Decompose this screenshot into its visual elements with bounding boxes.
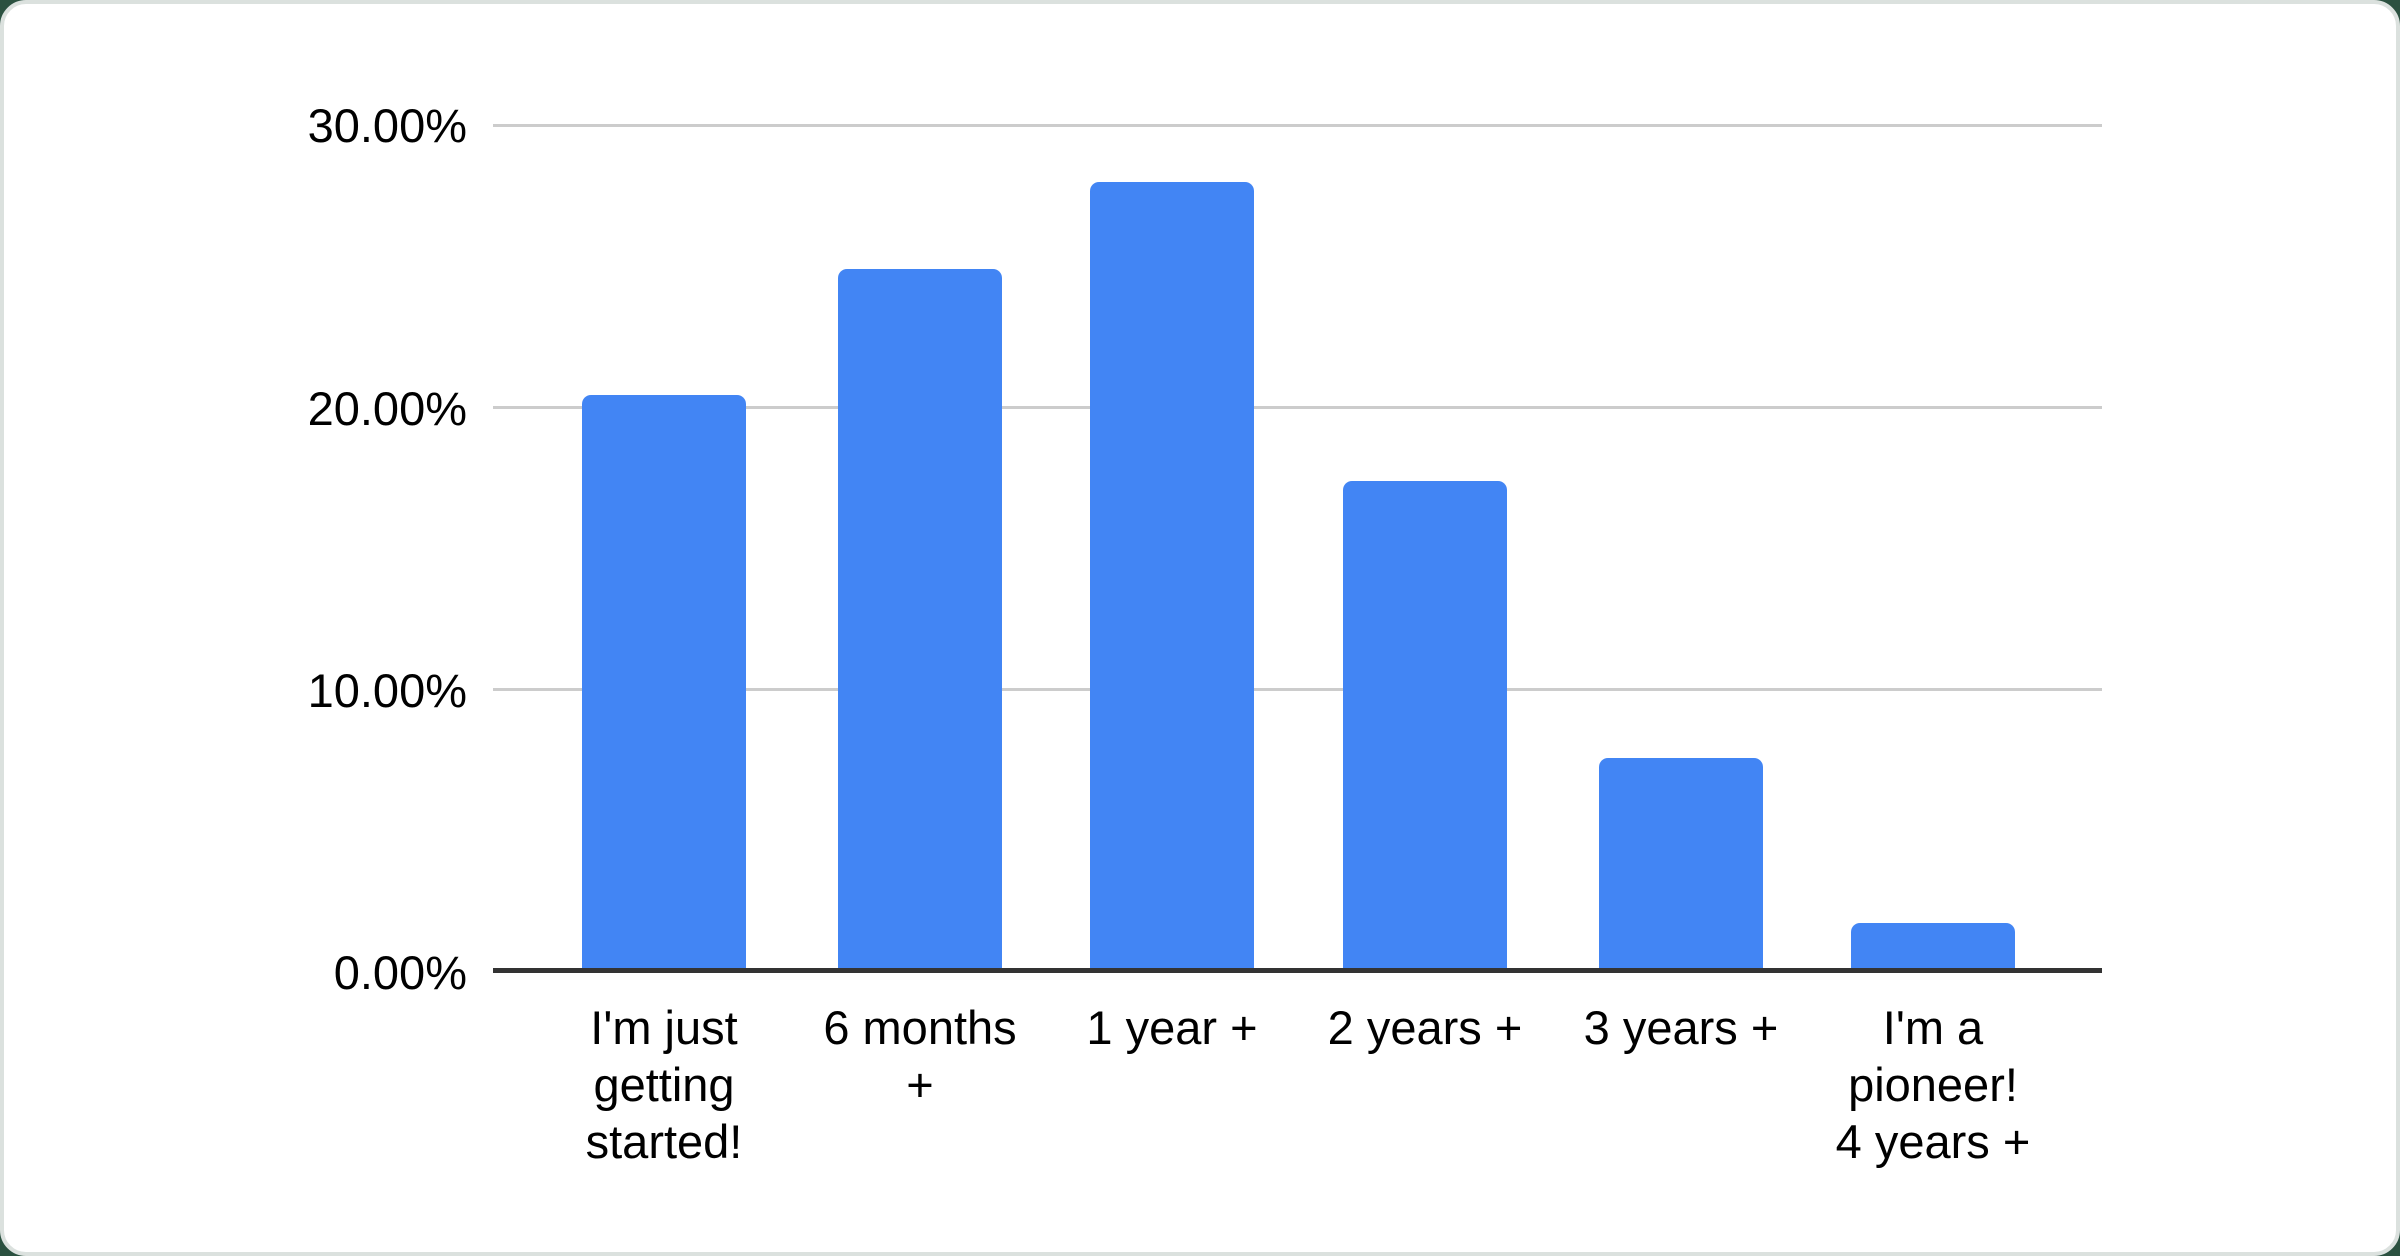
x-axis-label-line: I'm a <box>1882 1001 1984 1054</box>
x-axis-label-line: 2 years + <box>1327 1001 1523 1054</box>
x-axis-label-line: + <box>906 1058 934 1111</box>
gridline-30 <box>493 123 2102 127</box>
x-axis-label-line: pioneer! <box>1848 1058 2018 1111</box>
gridline-10 <box>493 688 2102 692</box>
x-axis-category-label-3: 1 year + <box>1044 999 1300 1056</box>
x-axis-category-label-1: I'm just getting started! <box>536 999 792 1170</box>
x-axis-label-line: started! <box>585 1115 743 1168</box>
chart-bar-2[interactable] <box>838 269 1002 972</box>
y-axis-tick-label: 30.00% <box>307 99 467 153</box>
x-axis-label-line: 3 years + <box>1583 1001 1779 1054</box>
chart-bar-5[interactable] <box>1599 757 1763 972</box>
x-axis-category-label-2: 6 months + <box>792 999 1048 1113</box>
bar-chart: 30.00% 20.00% 10.00% 0.00% I'm just getting st… <box>4 4 2400 1256</box>
x-axis-category-label-4: 2 years + <box>1297 999 1553 1056</box>
x-axis-label-line: getting <box>593 1058 735 1111</box>
x-axis-label-line: 6 months <box>823 1001 1017 1054</box>
x-axis-label-line: 1 year + <box>1086 1001 1258 1054</box>
y-axis-tick-label: 0.00% <box>333 946 467 999</box>
gridline-20 <box>493 406 2102 410</box>
chart-bar-4[interactable] <box>1343 481 1507 972</box>
x-axis-category-label-5: 3 years + <box>1553 999 1809 1056</box>
x-axis-line <box>493 968 2102 973</box>
x-axis-label-line: 4 years + <box>1835 1115 2031 1168</box>
x-axis-label-line: I'm just <box>590 1001 738 1054</box>
chart-bar-3[interactable] <box>1090 181 1254 972</box>
y-axis-tick-label: 10.00% <box>307 663 467 717</box>
chart-bar-6[interactable] <box>1851 922 2015 972</box>
chart-bar-1[interactable] <box>582 394 746 972</box>
y-axis-tick-label: 20.00% <box>307 381 467 435</box>
x-axis-category-label-6: I'm a pioneer! 4 years + <box>1805 999 2061 1170</box>
